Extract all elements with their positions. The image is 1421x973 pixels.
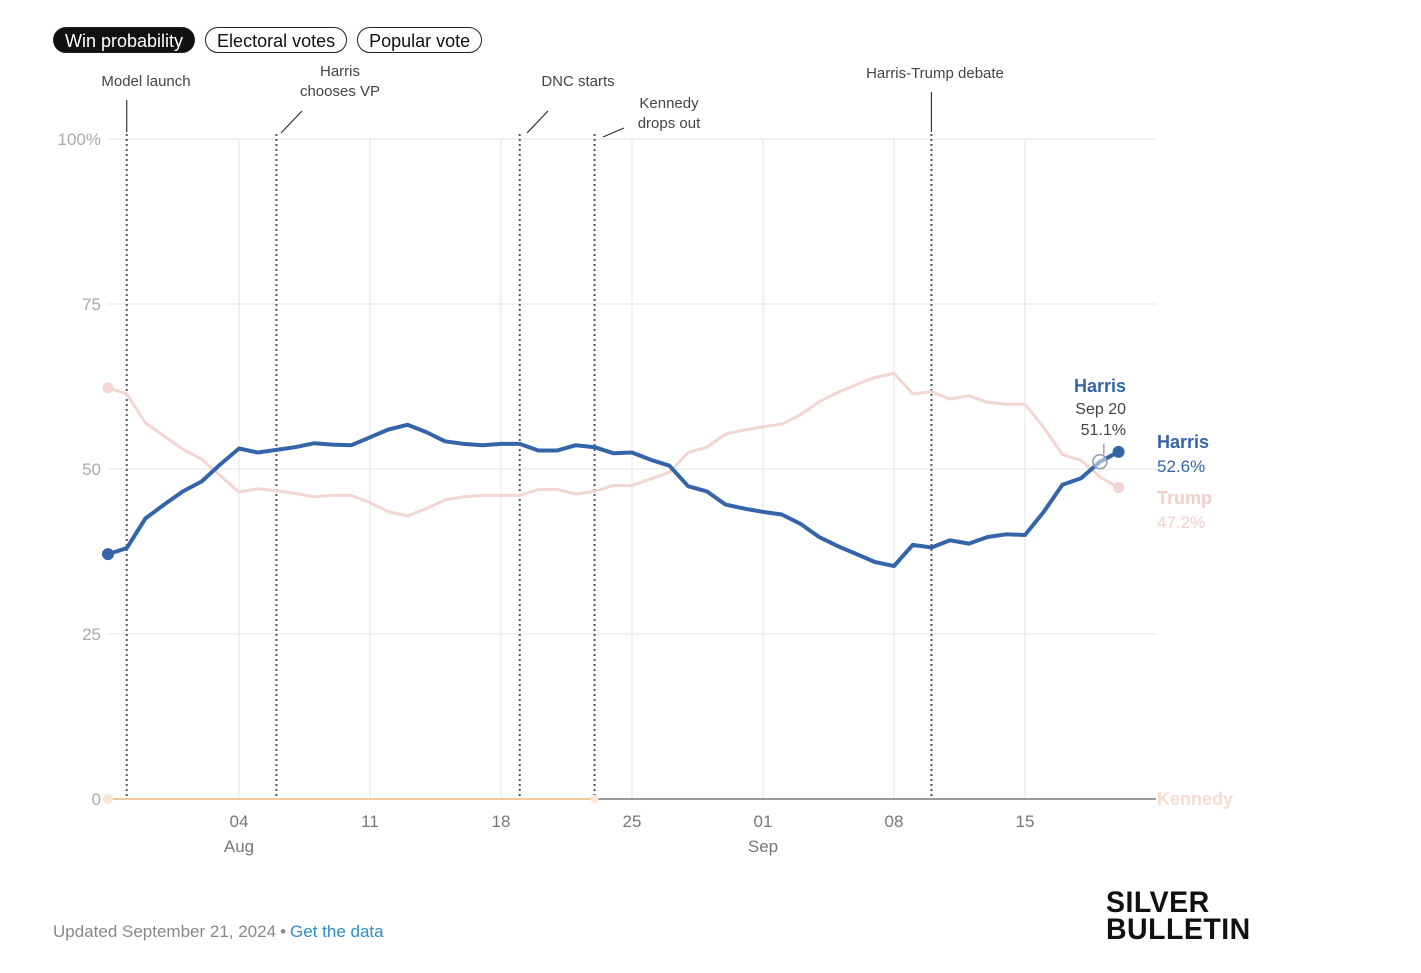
series-end-point-harris [1112,445,1125,458]
event-label: Kennedy [639,95,699,112]
x-tick-label: 01 [754,812,773,831]
hover-date: Sep 20 [1075,401,1126,418]
event-leader-line [526,110,549,134]
footer-separator: • [280,922,287,941]
get-data-link[interactable]: Get the data [290,922,384,941]
kennedy-start-point [103,794,113,804]
hover-point [1092,453,1108,470]
event-leader-line [602,127,625,138]
series-value-trump: 47.2% [1157,513,1205,532]
chart-mode-tabs: Win probability Electoral votes Popular … [53,27,483,53]
event-leader-line [280,110,303,134]
x-tick-month-label: Sep [748,837,778,856]
event-label: Model launch [101,73,190,90]
x-tick-label: 18 [492,812,511,831]
silver-bulletin-logo: SILVER BULLETIN [1106,886,1258,946]
series-value-harris: 52.6% [1157,457,1205,476]
footer: Updated September 21, 2024 • Get the data [53,922,384,942]
event-label: chooses VP [300,83,380,100]
y-tick-label: 50 [82,460,101,479]
x-tick-label: 11 [361,812,379,831]
tab-win-probability[interactable]: Win probability [53,27,196,53]
series-line-harris [106,422,1121,568]
event-label: DNC starts [541,73,614,90]
logo-line-2: BULLETIN [1106,913,1251,946]
series-start-point-trump [102,382,114,394]
series-label-harris: Harris [1157,432,1209,452]
event-label: Harris-Trump debate [866,65,1004,82]
event-label: Harris [320,63,360,80]
x-tick-label: 04 [230,812,249,831]
y-tick-label: 100% [58,130,101,149]
x-tick-label: 15 [1016,812,1035,831]
y-tick-label: 75 [82,295,101,314]
event-label: drops out [638,115,701,132]
series-start-point-harris [102,548,114,561]
series-line-trump [106,371,1121,518]
logo-line-1: SILVER [1106,886,1210,919]
tab-popular-vote[interactable]: Popular vote [357,27,483,53]
hover-series-label: Harris [1074,376,1126,396]
hover-value: 51.1% [1081,422,1126,439]
win-probability-chart: 100% 75 50 25 0 04 Aug 11 18 25 01 Sep 08 15 Model lau… [58,63,1234,856]
x-tick-label: 25 [623,812,642,831]
x-tick-month-label: Aug [224,837,254,856]
y-tick-label: 25 [82,625,101,644]
series-end-point-trump [1113,481,1125,493]
series-label-kennedy: Kennedy [1157,789,1233,809]
y-tick-label: 0 [92,790,101,809]
kennedy-end-point [590,795,599,803]
x-tick-label: 08 [885,812,904,831]
series-label-trump: Trump [1157,488,1212,508]
tab-electoral-votes[interactable]: Electoral votes [205,27,348,53]
updated-text: Updated September 21, 2024 [53,922,277,941]
